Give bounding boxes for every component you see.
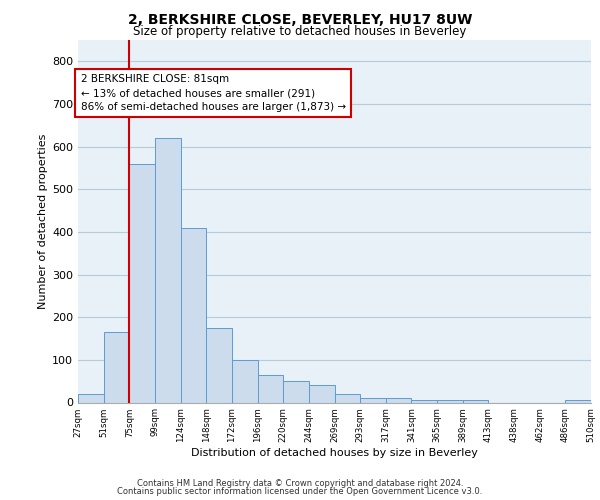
Bar: [104, 332, 130, 402]
Bar: [565, 400, 591, 402]
Text: Contains public sector information licensed under the Open Government Licence v3: Contains public sector information licen…: [118, 487, 482, 496]
Bar: [155, 138, 181, 402]
Bar: [335, 394, 360, 402]
Bar: [437, 400, 463, 402]
Bar: [283, 381, 309, 402]
Y-axis label: Number of detached properties: Number of detached properties: [38, 134, 48, 309]
X-axis label: Distribution of detached houses by size in Beverley: Distribution of detached houses by size …: [191, 448, 478, 458]
Bar: [360, 398, 386, 402]
Bar: [232, 360, 257, 403]
Text: Contains HM Land Registry data © Crown copyright and database right 2024.: Contains HM Land Registry data © Crown c…: [137, 478, 463, 488]
Bar: [309, 386, 335, 402]
Bar: [386, 398, 412, 402]
Bar: [78, 394, 104, 402]
Bar: [206, 328, 232, 402]
Text: 2 BERKSHIRE CLOSE: 81sqm
← 13% of detached houses are smaller (291)
86% of semi-: 2 BERKSHIRE CLOSE: 81sqm ← 13% of detach…: [80, 74, 346, 112]
Text: Size of property relative to detached houses in Beverley: Size of property relative to detached ho…: [133, 25, 467, 38]
Bar: [463, 400, 488, 402]
Bar: [257, 375, 283, 402]
Text: 2, BERKSHIRE CLOSE, BEVERLEY, HU17 8UW: 2, BERKSHIRE CLOSE, BEVERLEY, HU17 8UW: [128, 12, 472, 26]
Bar: [181, 228, 206, 402]
Bar: [412, 400, 437, 402]
Bar: [130, 164, 155, 402]
